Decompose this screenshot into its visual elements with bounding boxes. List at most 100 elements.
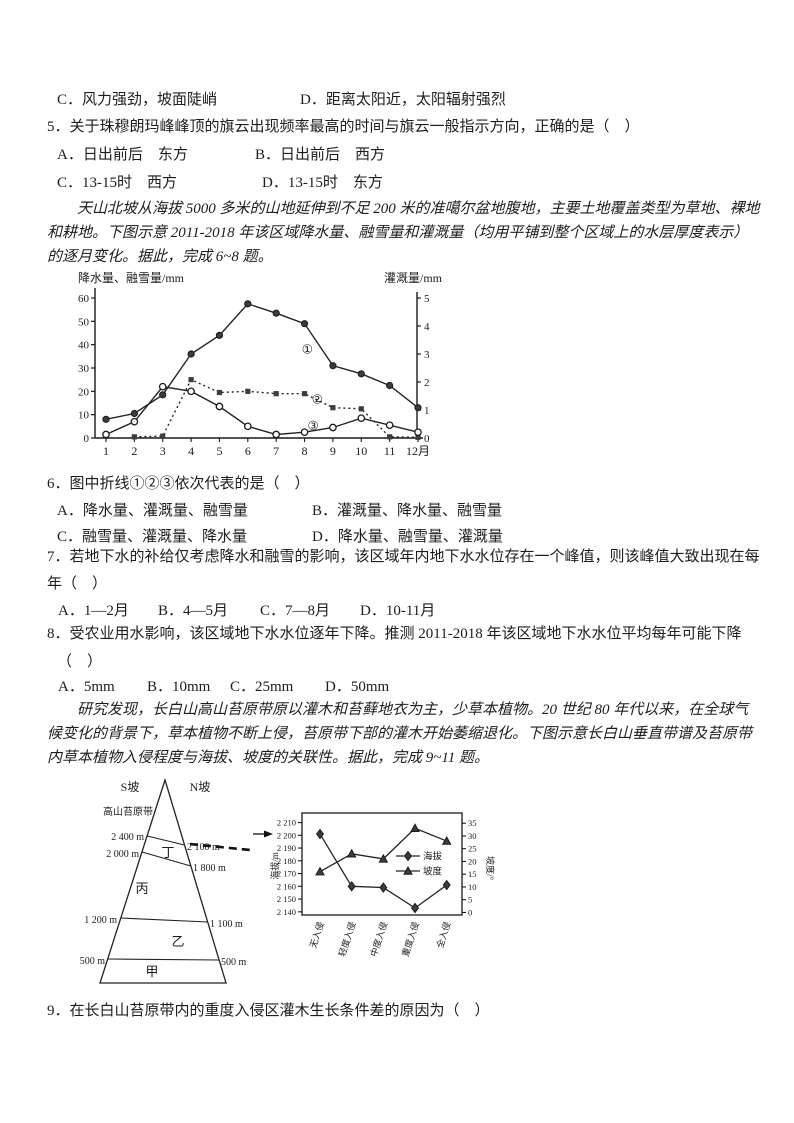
legend-label: 海拔 xyxy=(423,851,443,863)
marker-filled-circle xyxy=(329,362,337,370)
precip-snowmelt-irrigation-chart: 降水量、融雪量/mm 灌溉量/mm 0 10 20 30 40 50 60 0 1 2 3 4 5 1 2 3… xyxy=(78,271,443,458)
right-tick-label: 35 xyxy=(468,818,477,828)
marker-diamond xyxy=(379,882,388,893)
left-tick-label: 2 170 xyxy=(277,869,296,879)
arrow-icon xyxy=(253,830,273,838)
q6-option-b: B．灌溉量、降水量、融雪量 xyxy=(312,503,503,519)
marker-diamond xyxy=(403,850,413,862)
elevation-label-left: 2 400 m xyxy=(111,832,144,843)
chart2-left-axis-title: 海拔/m xyxy=(270,852,280,880)
marker-open-circle xyxy=(357,414,366,423)
marker-open-circle xyxy=(329,423,337,432)
series-annotation: ② xyxy=(312,393,323,407)
left-tick-label: 40 xyxy=(78,340,90,352)
plot-border xyxy=(301,812,463,916)
right-tick-label: 20 xyxy=(468,856,477,866)
q7-option-a: A．1—2月 xyxy=(58,603,129,619)
left-tick-label: 2 190 xyxy=(277,843,296,853)
chart1-right-axis-title: 灌溉量/mm xyxy=(384,271,443,285)
marker-filled-square xyxy=(415,434,421,440)
q7-option-b: B．4—5月 xyxy=(158,603,229,619)
mountain-triangle xyxy=(99,777,227,984)
zone-label-bing: 丙 xyxy=(135,881,148,896)
q5-option-b: B．日出前后 西方 xyxy=(255,147,386,163)
x-tick-label: 无入侵 xyxy=(307,920,326,949)
series-annotation: ③ xyxy=(307,419,318,433)
left-tick-label: 20 xyxy=(78,386,90,398)
marker-open-circle xyxy=(300,428,309,437)
elevation-label-right: 1 800 m xyxy=(193,863,226,874)
invasion-elevation-slope-chart: 海拔/m 坡度/° 2 140 2 150 2 160 2 170 2 180 2 190… xyxy=(270,812,496,958)
zone-label-yi: 乙 xyxy=(171,934,184,949)
zone-divider-500-500 xyxy=(107,958,220,961)
elevation-label-right: 2 100 m xyxy=(187,842,220,853)
q8-option-d: D．50mm xyxy=(325,679,390,695)
marker-filled-circle xyxy=(300,320,309,328)
x-tick-label: 全入侵 xyxy=(434,920,453,949)
elevation-label-left: 500 m xyxy=(80,956,106,967)
q5-option-d: D．13-15时 东方 xyxy=(262,175,383,191)
right-tick-label: 3 xyxy=(424,349,430,361)
q5-option-a: A．日出前后 东方 xyxy=(57,147,188,163)
q8-stem-line2: （ ） xyxy=(57,654,103,670)
chart2-plot-area: 2 140 2 150 2 160 2 170 2 180 2 190 2 200 2 210… xyxy=(277,812,477,958)
series-line-① xyxy=(105,303,419,421)
marker-filled-square xyxy=(301,391,308,397)
chart2-right-axis-title: 坡度/° xyxy=(485,856,496,881)
series-line-② xyxy=(134,378,419,438)
marker-filled-square xyxy=(188,377,194,383)
marker-open-circle xyxy=(187,387,195,396)
elevation-label-right: 500 m xyxy=(221,957,247,968)
marker-filled-circle xyxy=(244,300,252,308)
marker-filled-circle xyxy=(414,404,422,412)
chart1-left-axis-title: 降水量、融雪量/mm xyxy=(78,271,185,285)
passage-line: 的逐月变化。据此，完成 6~8 题。 xyxy=(47,249,273,265)
elevation-label-right: 1 100 m xyxy=(210,919,243,930)
x-tick-label: 3 xyxy=(160,444,166,458)
marker-filled-square xyxy=(358,406,364,412)
right-tick-label: 1 xyxy=(424,405,430,417)
left-tick-label: 2 160 xyxy=(277,881,296,891)
elevation-label-left: 2 000 m xyxy=(106,849,139,860)
marker-triangle xyxy=(378,853,389,863)
q6-option-d: D．降水量、融雪量、灌溉量 xyxy=(312,529,503,545)
marker-filled-circle xyxy=(386,381,394,390)
q8-option-c: C．25mm xyxy=(230,679,294,695)
left-tick-label: 2 150 xyxy=(277,894,296,904)
marker-filled-circle xyxy=(187,350,195,358)
q4-option-c: C．风力强劲，坡面陡峭 xyxy=(57,92,218,108)
marker-filled-circle xyxy=(357,370,365,378)
right-tick-label: 15 xyxy=(468,869,477,879)
passage-line: 候变化的背景下，草本植物不断上侵，苔原带下部的灌木开始萎缩退化。下图示意长白山垂… xyxy=(47,726,753,742)
right-tick-label: 25 xyxy=(468,844,477,854)
marker-diamond xyxy=(410,902,420,914)
right-tick-label: 5 xyxy=(424,293,430,305)
mountain-zonation-diagram: S坡 N坡 高山苔原带 2 400 m 2 000 m 1 200 m 500 … xyxy=(80,777,273,984)
right-tick-label: 5 xyxy=(468,895,472,905)
marker-filled-circle xyxy=(102,415,110,423)
marker-filled-square xyxy=(131,434,137,440)
legend-label: 坡度 xyxy=(423,866,443,878)
zone-divider-2000-1800 xyxy=(141,851,191,867)
marker-filled-square xyxy=(160,433,166,439)
x-tick-label: 8 xyxy=(302,444,308,458)
left-tick-label: 2 140 xyxy=(277,907,296,917)
q8-option-a: A．5mm xyxy=(58,679,115,695)
marker-open-circle xyxy=(130,417,139,426)
zone-divider-2400-2100 xyxy=(146,835,185,846)
q6-option-a: A．降水量、灌溉量、融雪量 xyxy=(57,503,248,519)
passage-changbaishan: 研究发现，长白山高山苔原带原以灌木和苔藓地衣为主，少草本植物。20 世纪 80 … xyxy=(47,698,762,770)
x-tick-label: 10 xyxy=(355,444,367,458)
left-tick-label: 30 xyxy=(78,363,90,375)
marker-open-circle xyxy=(385,421,394,430)
left-tick-label: 2 200 xyxy=(277,830,296,840)
x-tick-label: 11 xyxy=(384,444,396,458)
left-tick-label: 50 xyxy=(78,316,90,328)
q7-stem-line1: 7．若地下水的补给仅考虑降水和融雪的影响，该区域年内地下水水位存在一个峰值，则该… xyxy=(47,549,760,565)
marker-triangle xyxy=(346,848,357,858)
x-tick-label: 6 xyxy=(245,444,251,458)
right-tick-label: 4 xyxy=(424,321,430,333)
left-tick-label: 0 xyxy=(84,433,90,445)
right-tick-label: 10 xyxy=(468,882,477,892)
passage-line: 研究发现，长白山高山苔原带原以灌木和苔藓地衣为主，少草本植物。20 世纪 80 … xyxy=(77,702,749,718)
